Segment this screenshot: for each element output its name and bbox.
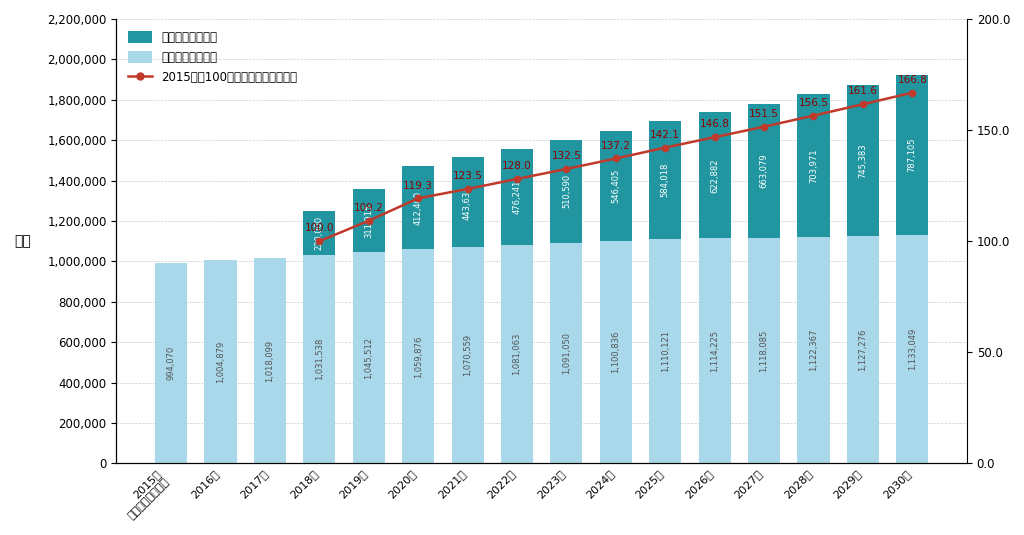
- Text: 123.5: 123.5: [453, 171, 482, 181]
- Text: 584,018: 584,018: [660, 163, 670, 197]
- Bar: [402, 249, 434, 463]
- Y-axis label: 人数: 人数: [14, 234, 31, 248]
- Bar: [452, 157, 483, 247]
- Text: 476,241: 476,241: [512, 180, 521, 214]
- Text: 1,114,225: 1,114,225: [710, 330, 719, 372]
- Text: 137.2: 137.2: [601, 141, 631, 151]
- Bar: [847, 236, 879, 463]
- Bar: [352, 189, 385, 252]
- Bar: [452, 247, 483, 463]
- Bar: [649, 239, 681, 463]
- Text: 146.8: 146.8: [699, 119, 729, 129]
- Text: 443,634: 443,634: [463, 185, 472, 219]
- Bar: [698, 112, 731, 238]
- Bar: [155, 263, 187, 463]
- Text: 1,100,836: 1,100,836: [611, 331, 621, 373]
- Bar: [748, 104, 780, 238]
- Text: 1,081,063: 1,081,063: [512, 333, 521, 376]
- Bar: [896, 234, 929, 463]
- Bar: [748, 238, 780, 463]
- Bar: [600, 241, 632, 463]
- Text: 161.6: 161.6: [848, 87, 878, 96]
- Text: 1,070,559: 1,070,559: [463, 334, 472, 377]
- Text: 703,971: 703,971: [809, 148, 818, 183]
- Bar: [501, 149, 534, 245]
- Text: 166.8: 166.8: [897, 75, 927, 85]
- Text: 142.1: 142.1: [650, 130, 680, 140]
- Text: 1,045,512: 1,045,512: [365, 337, 373, 379]
- Text: 412,400: 412,400: [414, 190, 423, 225]
- Bar: [550, 243, 583, 463]
- Text: 132.5: 132.5: [552, 151, 582, 161]
- Bar: [798, 94, 829, 236]
- Bar: [303, 211, 336, 255]
- Bar: [352, 252, 385, 463]
- Bar: [698, 238, 731, 463]
- Text: 151.5: 151.5: [750, 109, 779, 119]
- Text: 1,133,049: 1,133,049: [908, 328, 916, 370]
- Legend: 人材不足数（人）, 供給人材数（人）, 2015年を100とした場合の市場規模: 人材不足数（人）, 供給人材数（人）, 2015年を100とした場合の市場規模: [122, 25, 303, 90]
- Bar: [896, 75, 929, 234]
- Text: 109.2: 109.2: [354, 203, 384, 213]
- Text: 1,127,276: 1,127,276: [858, 328, 867, 371]
- Text: 311,915: 311,915: [365, 203, 373, 238]
- Bar: [798, 236, 829, 463]
- Bar: [600, 131, 632, 241]
- Bar: [501, 245, 534, 463]
- Bar: [254, 258, 286, 463]
- Text: 1,004,879: 1,004,879: [216, 341, 225, 383]
- Text: 119.3: 119.3: [403, 180, 433, 190]
- Text: 220,000: 220,000: [314, 216, 324, 250]
- Text: 1,018,099: 1,018,099: [265, 340, 274, 381]
- Bar: [550, 140, 583, 243]
- Text: 1,122,367: 1,122,367: [809, 329, 818, 371]
- Bar: [649, 121, 681, 239]
- Bar: [402, 166, 434, 249]
- Text: 546,405: 546,405: [611, 169, 621, 203]
- Text: 994,070: 994,070: [167, 346, 175, 380]
- Text: 510,590: 510,590: [562, 174, 571, 209]
- Text: 787,105: 787,105: [908, 137, 916, 172]
- Text: 1,110,121: 1,110,121: [660, 330, 670, 372]
- Bar: [205, 261, 237, 463]
- Bar: [303, 255, 336, 463]
- Text: 100.0: 100.0: [304, 224, 334, 233]
- Text: 622,882: 622,882: [710, 158, 719, 193]
- Bar: [847, 85, 879, 236]
- Text: 1,118,085: 1,118,085: [760, 330, 769, 372]
- Text: 156.5: 156.5: [799, 98, 828, 108]
- Text: 128.0: 128.0: [502, 161, 531, 171]
- Text: 663,079: 663,079: [760, 153, 769, 188]
- Text: 1,091,050: 1,091,050: [562, 332, 571, 374]
- Text: 1,031,538: 1,031,538: [314, 338, 324, 380]
- Text: 745,383: 745,383: [858, 143, 867, 178]
- Text: 1,059,876: 1,059,876: [414, 335, 423, 378]
